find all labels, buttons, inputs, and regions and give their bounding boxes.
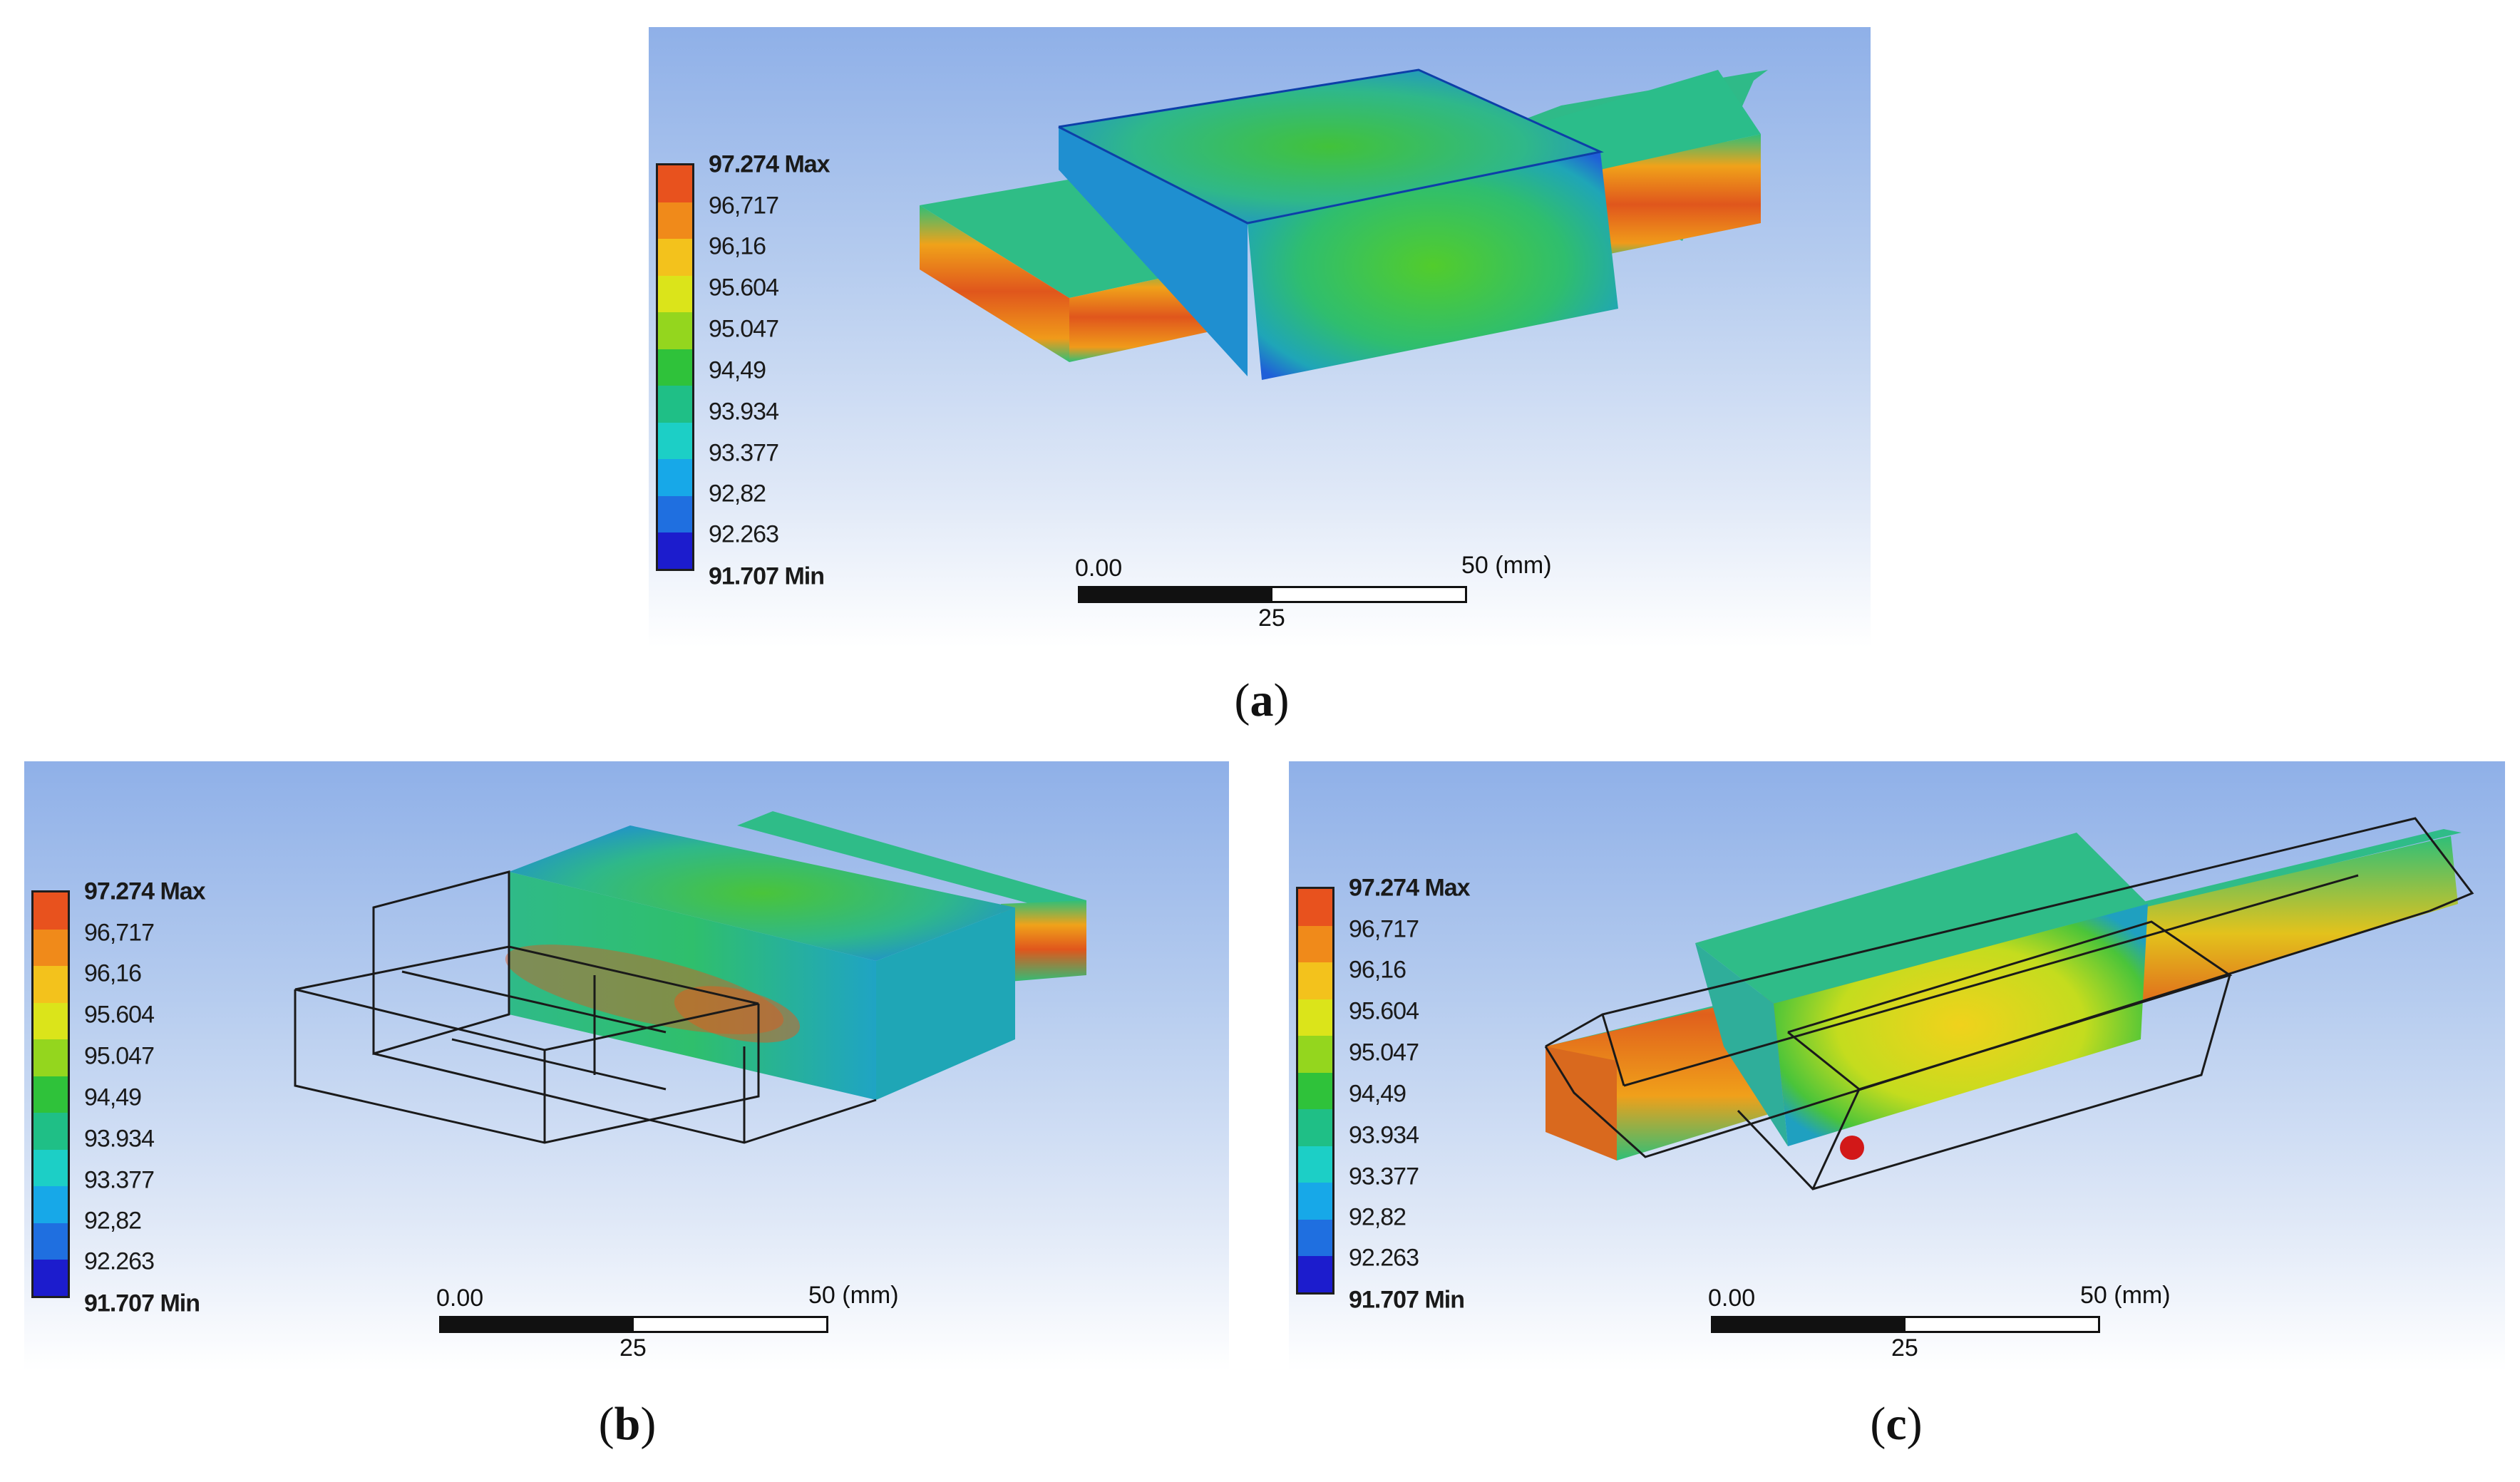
legend-level-label: 96,16 (84, 959, 142, 987)
legend-level-label: 92.263 (1349, 1244, 1419, 1272)
left-tab-side (920, 205, 1069, 362)
legend-level-label: 96,717 (709, 192, 779, 220)
scale-mid-label: 25 (619, 1334, 647, 1362)
scale-bar-b: 0.00 50 (mm) 25 (402, 1282, 901, 1370)
legend-color-bar (31, 890, 70, 1298)
legend-min-label: 91.707 Min (709, 562, 825, 590)
scale-start-label: 0.00 (1708, 1285, 1756, 1312)
contour-panel-a: 97.274 Max 96,717 96,16 95.604 95.047 94… (649, 27, 1871, 647)
legend-min-label: 91.707 Min (84, 1290, 200, 1317)
legend-color-bar (1296, 887, 1334, 1295)
legend-level-label: 94,49 (1349, 1080, 1406, 1108)
right-tab-side (1001, 900, 1086, 982)
scale-rule (1078, 586, 1467, 603)
scale-bar-c: 0.00 50 (mm) 25 (1674, 1282, 2173, 1370)
legend-level-label: 93.934 (84, 1125, 155, 1153)
scale-mid-label: 25 (1891, 1334, 1918, 1362)
main-block-top (1695, 833, 2148, 1004)
scale-start-label: 0.00 (436, 1285, 484, 1312)
right-tab-side (1568, 134, 1761, 262)
color-legend-c: 97.274 Max 96,717 96,16 95.604 95.047 94… (1296, 861, 1496, 1314)
caption-b: (b) (598, 1398, 657, 1450)
legend-level-label: 93.934 (709, 398, 779, 426)
legend-level-label: 92,82 (1349, 1203, 1406, 1231)
main-block-top (1059, 70, 1600, 223)
legend-level-label: 92,82 (84, 1207, 142, 1235)
caption-c: (c) (1870, 1398, 1923, 1450)
legend-level-label: 96,717 (84, 919, 155, 947)
model-view-b (294, 811, 1086, 1144)
legend-color-bar (656, 163, 694, 571)
legend-level-label: 93.934 (1349, 1121, 1419, 1149)
legend-level-label: 95.604 (84, 1001, 155, 1029)
scale-rule (439, 1316, 828, 1333)
color-legend-a: 97.274 Max 96,717 96,16 95.604 95.047 94… (656, 138, 855, 590)
legend-level-label: 93.377 (84, 1166, 155, 1194)
legend-level-label: 94,49 (84, 1084, 142, 1111)
scale-rule (1711, 1316, 2100, 1333)
wireframe-outline (1544, 817, 2474, 1190)
main-block-front (1248, 152, 1618, 380)
scale-bar-a: 0.00 50 (mm) 25 (1041, 552, 1552, 640)
main-block-front (509, 872, 876, 1100)
legend-level-label: 94,49 (709, 356, 766, 384)
scale-end-label: 50 (mm) (808, 1282, 899, 1309)
legend-max-label: 97.274 Max (1349, 874, 1471, 902)
legend-level-label: 95.604 (709, 274, 779, 302)
main-block-left (1059, 127, 1248, 376)
scale-end-label: 50 (mm) (2080, 1282, 2171, 1309)
legend-max-label: 97.274 Max (84, 878, 206, 905)
main-block-side (1695, 943, 1788, 1146)
main-block-side (876, 907, 1015, 1100)
model-view-a (920, 68, 1768, 380)
legend-max-label: 97.274 Max (709, 150, 830, 178)
caption-a: (a) (1234, 674, 1290, 726)
legend-level-label: 96,717 (1349, 915, 1419, 943)
probe-marker (1840, 1136, 1864, 1160)
wireframe-outline (294, 870, 877, 1144)
model-view-c (1544, 817, 2474, 1190)
scale-start-label: 0.00 (1075, 555, 1123, 582)
legend-level-label: 96,16 (709, 232, 766, 260)
contour-panel-b: 97.274 Max 96,717 96,16 95.604 95.047 94… (24, 761, 1229, 1371)
legend-level-label: 96,16 (1349, 956, 1406, 984)
legend-level-label: 95.047 (709, 315, 779, 343)
contour-panel-c: 97.274 Max 96,717 96,16 95.604 95.047 94… (1289, 761, 2505, 1371)
legend-min-label: 91.707 Min (1349, 1286, 1465, 1314)
legend-level-label: 93.377 (1349, 1163, 1419, 1190)
legend-level-label: 95.604 (1349, 997, 1419, 1025)
color-legend-b: 97.274 Max 96,717 96,16 95.604 95.047 94… (31, 865, 231, 1317)
legend-level-label: 92,82 (709, 480, 766, 508)
legend-level-label: 92.263 (84, 1247, 155, 1275)
scale-end-label: 50 (mm) (1461, 552, 1552, 579)
legend-level-label: 95.047 (1349, 1039, 1419, 1066)
scale-mid-label: 25 (1258, 604, 1285, 632)
legend-level-label: 93.377 (709, 439, 779, 467)
main-block-top (509, 825, 1015, 961)
legend-level-label: 92.263 (709, 520, 779, 548)
legend-level-label: 95.047 (84, 1042, 155, 1070)
